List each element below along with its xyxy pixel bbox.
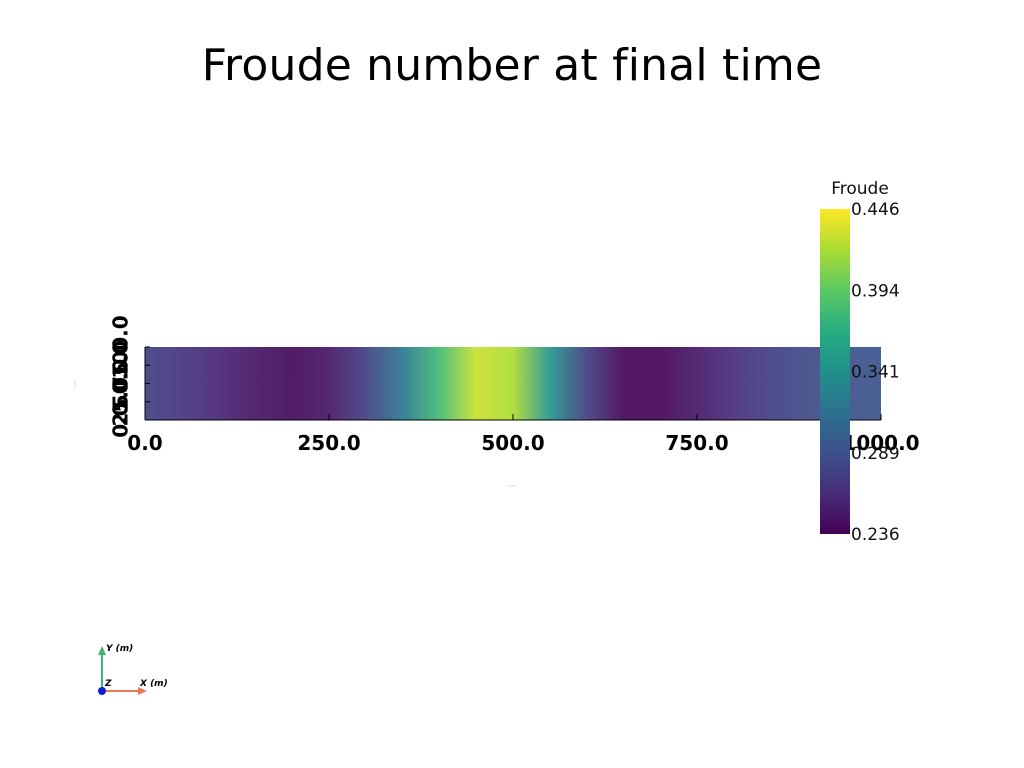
y-tick-label: 25.0 bbox=[109, 377, 133, 426]
colorbar-tick-label: 0.236 bbox=[851, 525, 900, 545]
orientation-axes: Y (m) X (m) Z bbox=[98, 644, 168, 695]
x-axis-title: X (m) bbox=[508, 484, 516, 488]
x-axis: 0.0 250.0 500.0 750.0 1000.0 bbox=[127, 414, 920, 455]
colorbar-tick-label: 0.446 bbox=[851, 200, 900, 220]
triad-z-label: Z bbox=[104, 679, 112, 689]
chart-title: Froude number at final time bbox=[201, 40, 823, 91]
triad-y-label: Y (m) bbox=[106, 644, 133, 654]
x-tick-label: 500.0 bbox=[481, 431, 544, 455]
x-tick-label: 1000.0 bbox=[842, 431, 919, 455]
y-tick-label: 75.0 bbox=[109, 341, 133, 390]
y-axis-arrowhead bbox=[98, 646, 106, 655]
colorbar-ticks: 0.446 0.394 0.341 0.289 0.236 bbox=[851, 200, 900, 545]
colorbar bbox=[820, 209, 850, 534]
x-tick-label: 750.0 bbox=[665, 431, 728, 455]
y-tick-label: 100.0 bbox=[109, 315, 133, 378]
x-tick-label: 0.0 bbox=[127, 431, 162, 455]
colorbar-tick-label: 0.289 bbox=[851, 444, 900, 464]
x-tick-label: 250.0 bbox=[297, 431, 360, 455]
colorbar-tick-label: 0.394 bbox=[851, 281, 900, 301]
heatmap-field bbox=[145, 347, 881, 420]
y-tick-label: 0.0 bbox=[109, 402, 133, 437]
x-axis-arrowhead bbox=[138, 687, 147, 695]
y-tick-label: 50.0 bbox=[109, 359, 133, 408]
colorbar-tick-label: 0.341 bbox=[851, 363, 900, 383]
triad-x-label: X (m) bbox=[139, 679, 168, 689]
colorbar-title: Froude bbox=[831, 179, 889, 199]
y-axis-title: Y (m) bbox=[73, 380, 77, 388]
z-axis-dot bbox=[98, 687, 106, 695]
